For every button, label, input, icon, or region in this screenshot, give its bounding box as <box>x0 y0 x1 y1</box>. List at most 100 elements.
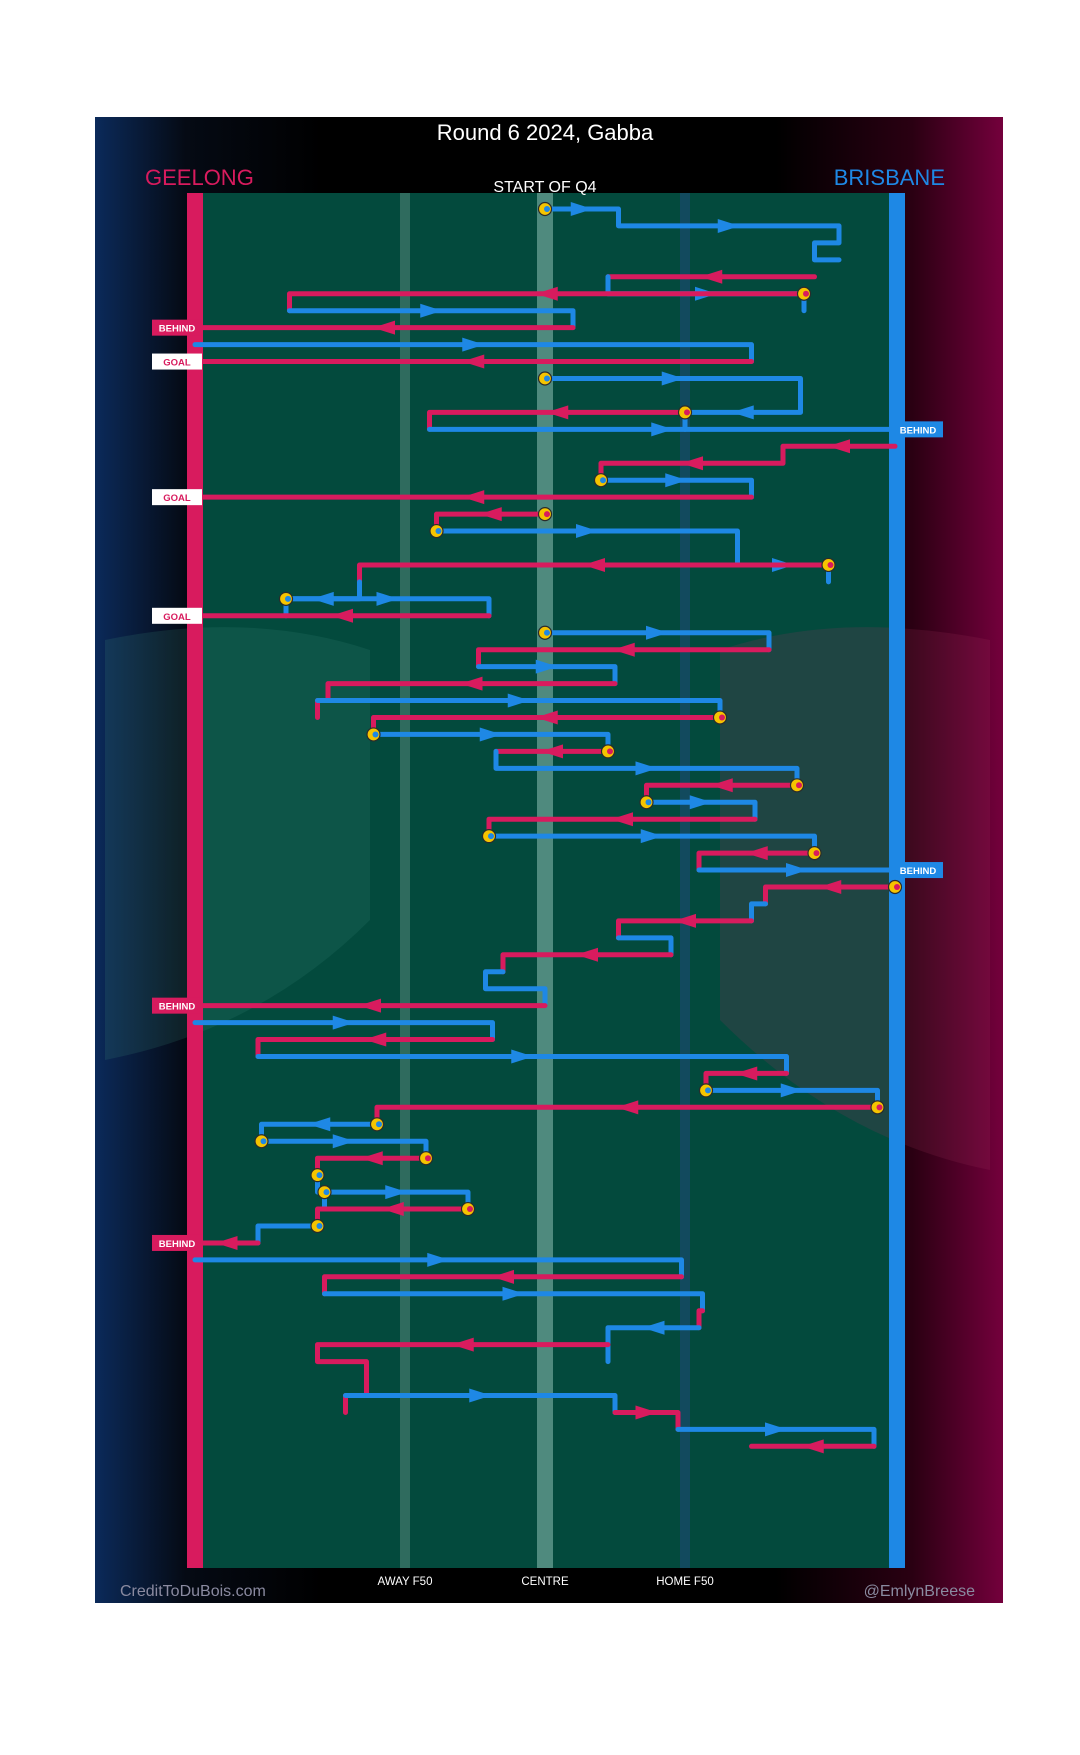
chain-arrow <box>745 846 768 861</box>
chain-arrow <box>635 761 658 776</box>
chain-arrow <box>717 218 740 233</box>
chain-arrow <box>689 795 712 810</box>
chain-arrow <box>479 507 502 522</box>
chain-start-marker-dot <box>719 714 725 721</box>
chain-path-geelong <box>322 1274 684 1297</box>
chain-arrow <box>535 659 558 674</box>
chain-arrow <box>576 947 598 962</box>
chain-path-brisbane <box>322 1291 705 1314</box>
chain-start-marker-dot <box>705 1087 711 1094</box>
chain-path-geelong <box>598 443 898 483</box>
chain-arrow <box>780 1083 803 1098</box>
behind-label: BEHIND <box>159 324 196 335</box>
behind-label: BEHIND <box>900 866 937 877</box>
chain-arrow <box>646 625 668 640</box>
chain-start-marker-dot <box>425 1155 431 1162</box>
chain-arrow <box>331 608 353 623</box>
chain-arrow <box>492 1269 514 1284</box>
goal-label: GOAL <box>163 493 191 504</box>
chain-arrow <box>819 880 842 894</box>
chain-arrow <box>616 1100 639 1115</box>
chain-start-marker-dot <box>827 561 834 568</box>
chain-path-geelong <box>763 884 898 907</box>
chain-start-marker-dot <box>316 1223 323 1229</box>
x-label-away-f50: AWAY F50 <box>378 1576 433 1588</box>
centre-stripe <box>537 193 553 1568</box>
chain-path-brisbane <box>255 1054 789 1076</box>
chart-subtitle: START OF Q4 <box>493 179 596 196</box>
goal-label-box <box>152 489 202 506</box>
chain-arrow <box>665 473 688 488</box>
chain-path-geelong <box>357 562 831 585</box>
chain-path-brisbane <box>675 1426 877 1449</box>
chain-arrow <box>381 1202 404 1217</box>
goal-label: GOAL <box>163 612 191 623</box>
behind-label-box <box>152 319 202 336</box>
chain-arrow <box>681 456 703 471</box>
chain-arrow <box>710 778 733 793</box>
chain-arrow <box>462 490 485 505</box>
chain-arrow <box>735 1066 758 1081</box>
chain-arrow <box>460 676 483 691</box>
chain-arrow <box>376 591 399 606</box>
chain-arrow <box>451 1337 474 1352</box>
chain-arrow <box>786 863 808 878</box>
chain-arrow <box>427 1252 450 1267</box>
credit-right: @EmlynBreese <box>864 1583 975 1600</box>
chain-arrow <box>479 727 502 742</box>
chain-arrow <box>332 1015 355 1030</box>
behind-label: BEHIND <box>159 1239 196 1250</box>
chain-start-marker-dot <box>796 782 802 789</box>
chain-arrow <box>507 693 530 708</box>
x-label-centre: CENTRE <box>521 1576 569 1588</box>
chain-path-brisbane <box>476 664 618 687</box>
lion-logo-watermark <box>720 627 990 1170</box>
x-label-home-f50: HOME F50 <box>656 1576 714 1588</box>
chain-path-geelong <box>427 409 688 432</box>
behind-label-box <box>893 862 943 879</box>
chain-arrow <box>541 744 563 759</box>
chain-path-brisbane <box>343 1393 618 1415</box>
chain-arrow <box>576 524 598 539</box>
behind-label: BEHIND <box>900 425 937 436</box>
chain-start-marker-dot <box>813 850 820 857</box>
credit-left: CreditToDuBois.com <box>120 1583 266 1600</box>
chain-path-brisbane <box>192 1257 684 1280</box>
chain-arrow <box>511 1049 534 1064</box>
chain-arrow <box>462 337 485 352</box>
chain-arrow <box>731 405 754 420</box>
chain-arrow <box>332 1134 355 1149</box>
chain-arrow <box>215 1235 238 1250</box>
geelong-goal-bar <box>187 193 203 1568</box>
goal-label-box <box>152 353 202 370</box>
behind-label: BEHIND <box>159 1002 196 1013</box>
cat-logo-watermark <box>105 627 370 1060</box>
chain-start-marker-dot <box>544 629 550 636</box>
chain-start-marker-dot <box>467 1206 473 1213</box>
behind-label-box <box>152 1234 202 1251</box>
chain-path-brisbane <box>644 799 758 822</box>
chain-start-marker-dot <box>376 1121 382 1128</box>
chain-arrow <box>535 710 558 725</box>
chain-path-geelong <box>476 647 772 670</box>
home-f50-stripe <box>680 193 690 1568</box>
chain-arrow <box>651 422 674 437</box>
chain-path-brisbane <box>287 308 576 331</box>
chain-start-marker-dot <box>600 477 606 484</box>
chain-start-marker-dot <box>544 206 550 212</box>
chain-path-brisbane <box>192 342 754 364</box>
chain-start-marker-dot <box>323 1189 330 1196</box>
behind-label-box <box>152 997 202 1014</box>
chain-start-marker-dot <box>488 833 494 840</box>
chain-start-marker-dot <box>544 511 550 518</box>
chain-start-marker-dot <box>645 799 652 806</box>
team-label-brisbane: BRISBANE <box>834 165 945 190</box>
chain-arrow <box>612 642 635 657</box>
chain-path-geelong <box>315 1342 611 1381</box>
chain-path-geelong <box>500 952 674 975</box>
chain-start-marker-dot <box>607 748 613 755</box>
chain-start-marker-dot <box>684 409 690 416</box>
chain-arrow <box>583 557 605 572</box>
chain-path-brisbane <box>616 935 674 958</box>
